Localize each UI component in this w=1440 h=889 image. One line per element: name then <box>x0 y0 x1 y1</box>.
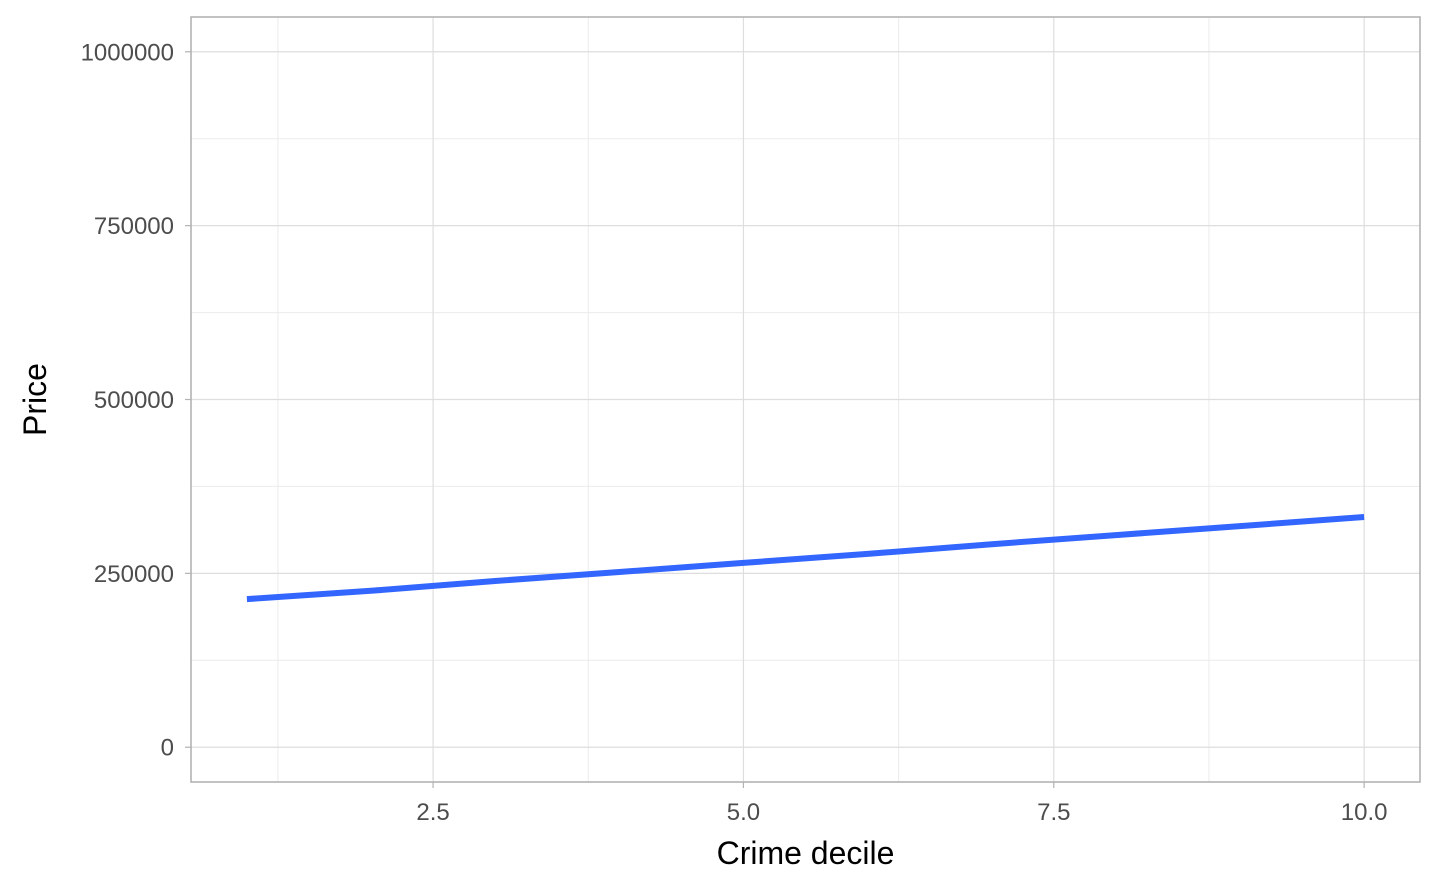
y-axis: 0 250000 500000 750000 1000000 <box>81 39 191 762</box>
y-tick-label: 750000 <box>94 213 174 240</box>
x-axis-title: Crime decile <box>717 835 895 871</box>
x-tick-label: 7.5 <box>1037 799 1070 826</box>
x-tick-label: 5.0 <box>727 799 760 826</box>
x-axis: 2.5 5.0 7.5 10.0 <box>416 782 1387 826</box>
series-layer <box>246 514 1365 603</box>
y-tick-label: 250000 <box>94 561 174 588</box>
x-tick-label: 2.5 <box>416 799 449 826</box>
minor-gridlines <box>191 17 1420 782</box>
y-tick-label: 1000000 <box>81 39 174 66</box>
major-gridlines <box>191 17 1420 782</box>
y-tick-label: 0 <box>161 735 174 762</box>
y-tick-label: 500000 <box>94 387 174 414</box>
y-axis-title: Price <box>17 363 53 436</box>
series-line <box>246 514 1365 603</box>
x-tick-label: 10.0 <box>1341 799 1388 826</box>
